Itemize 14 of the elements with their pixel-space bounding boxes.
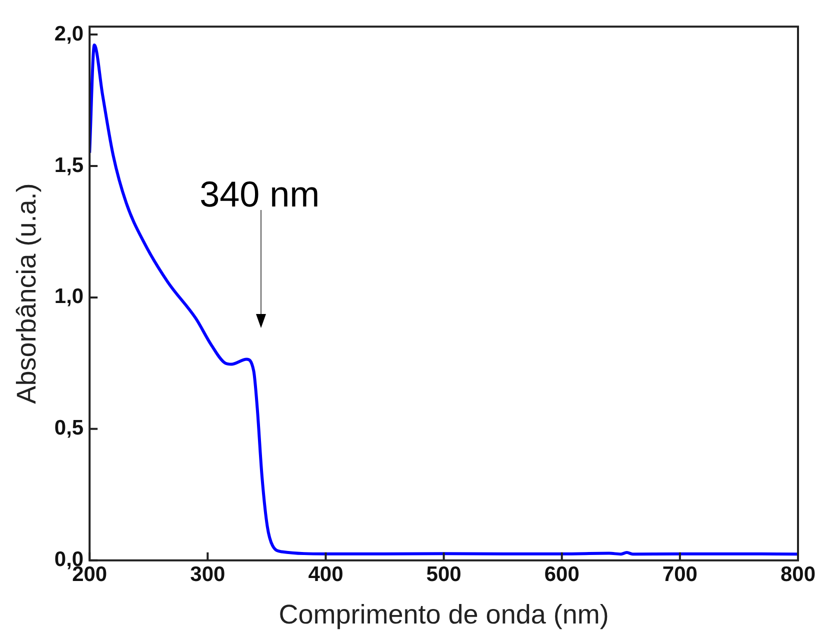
line-series <box>90 44 798 556</box>
x-tick-label: 800 <box>780 562 816 586</box>
x-tick-label: 600 <box>544 562 580 586</box>
x-tick-label: 300 <box>190 562 226 586</box>
y-tick-label: 0,5 <box>54 416 84 440</box>
y-axis-title: Absorbância (u.a.) <box>12 183 42 404</box>
y-tick-label: 1,0 <box>54 285 84 308</box>
y-tick-label: 1,5 <box>54 154 84 177</box>
x-axis-title: Comprimento de onda (nm) <box>278 599 609 630</box>
x-tick-label: 400 <box>308 562 344 586</box>
x-tick-label: 500 <box>426 562 462 586</box>
x-tick-label: 700 <box>662 562 698 586</box>
annotation: 340 nm <box>200 173 320 214</box>
y-tick-label: 2,0 <box>54 22 84 46</box>
